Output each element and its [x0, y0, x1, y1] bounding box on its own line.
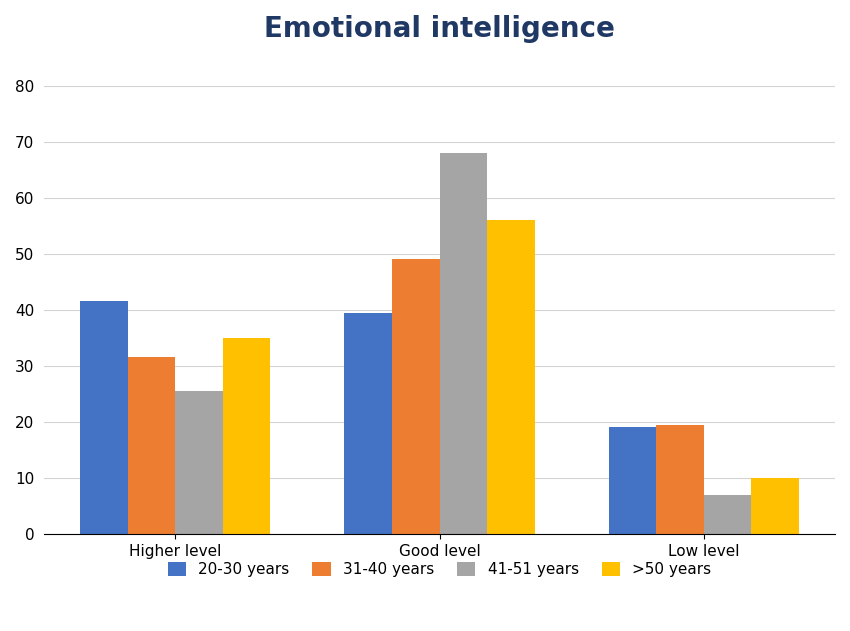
- Bar: [439, 153, 487, 534]
- Bar: [175, 391, 223, 534]
- Bar: [704, 495, 751, 534]
- Bar: [80, 302, 128, 534]
- Bar: [223, 338, 270, 534]
- Bar: [751, 478, 799, 534]
- Title: Emotional intelligence: Emotional intelligence: [264, 15, 615, 43]
- Bar: [392, 259, 439, 534]
- Bar: [656, 425, 704, 534]
- Bar: [487, 220, 535, 534]
- Bar: [128, 357, 175, 534]
- Legend: 20-30 years, 31-40 years, 41-51 years, >50 years: 20-30 years, 31-40 years, 41-51 years, >…: [162, 556, 717, 583]
- Bar: [344, 312, 392, 534]
- Bar: [609, 427, 656, 534]
